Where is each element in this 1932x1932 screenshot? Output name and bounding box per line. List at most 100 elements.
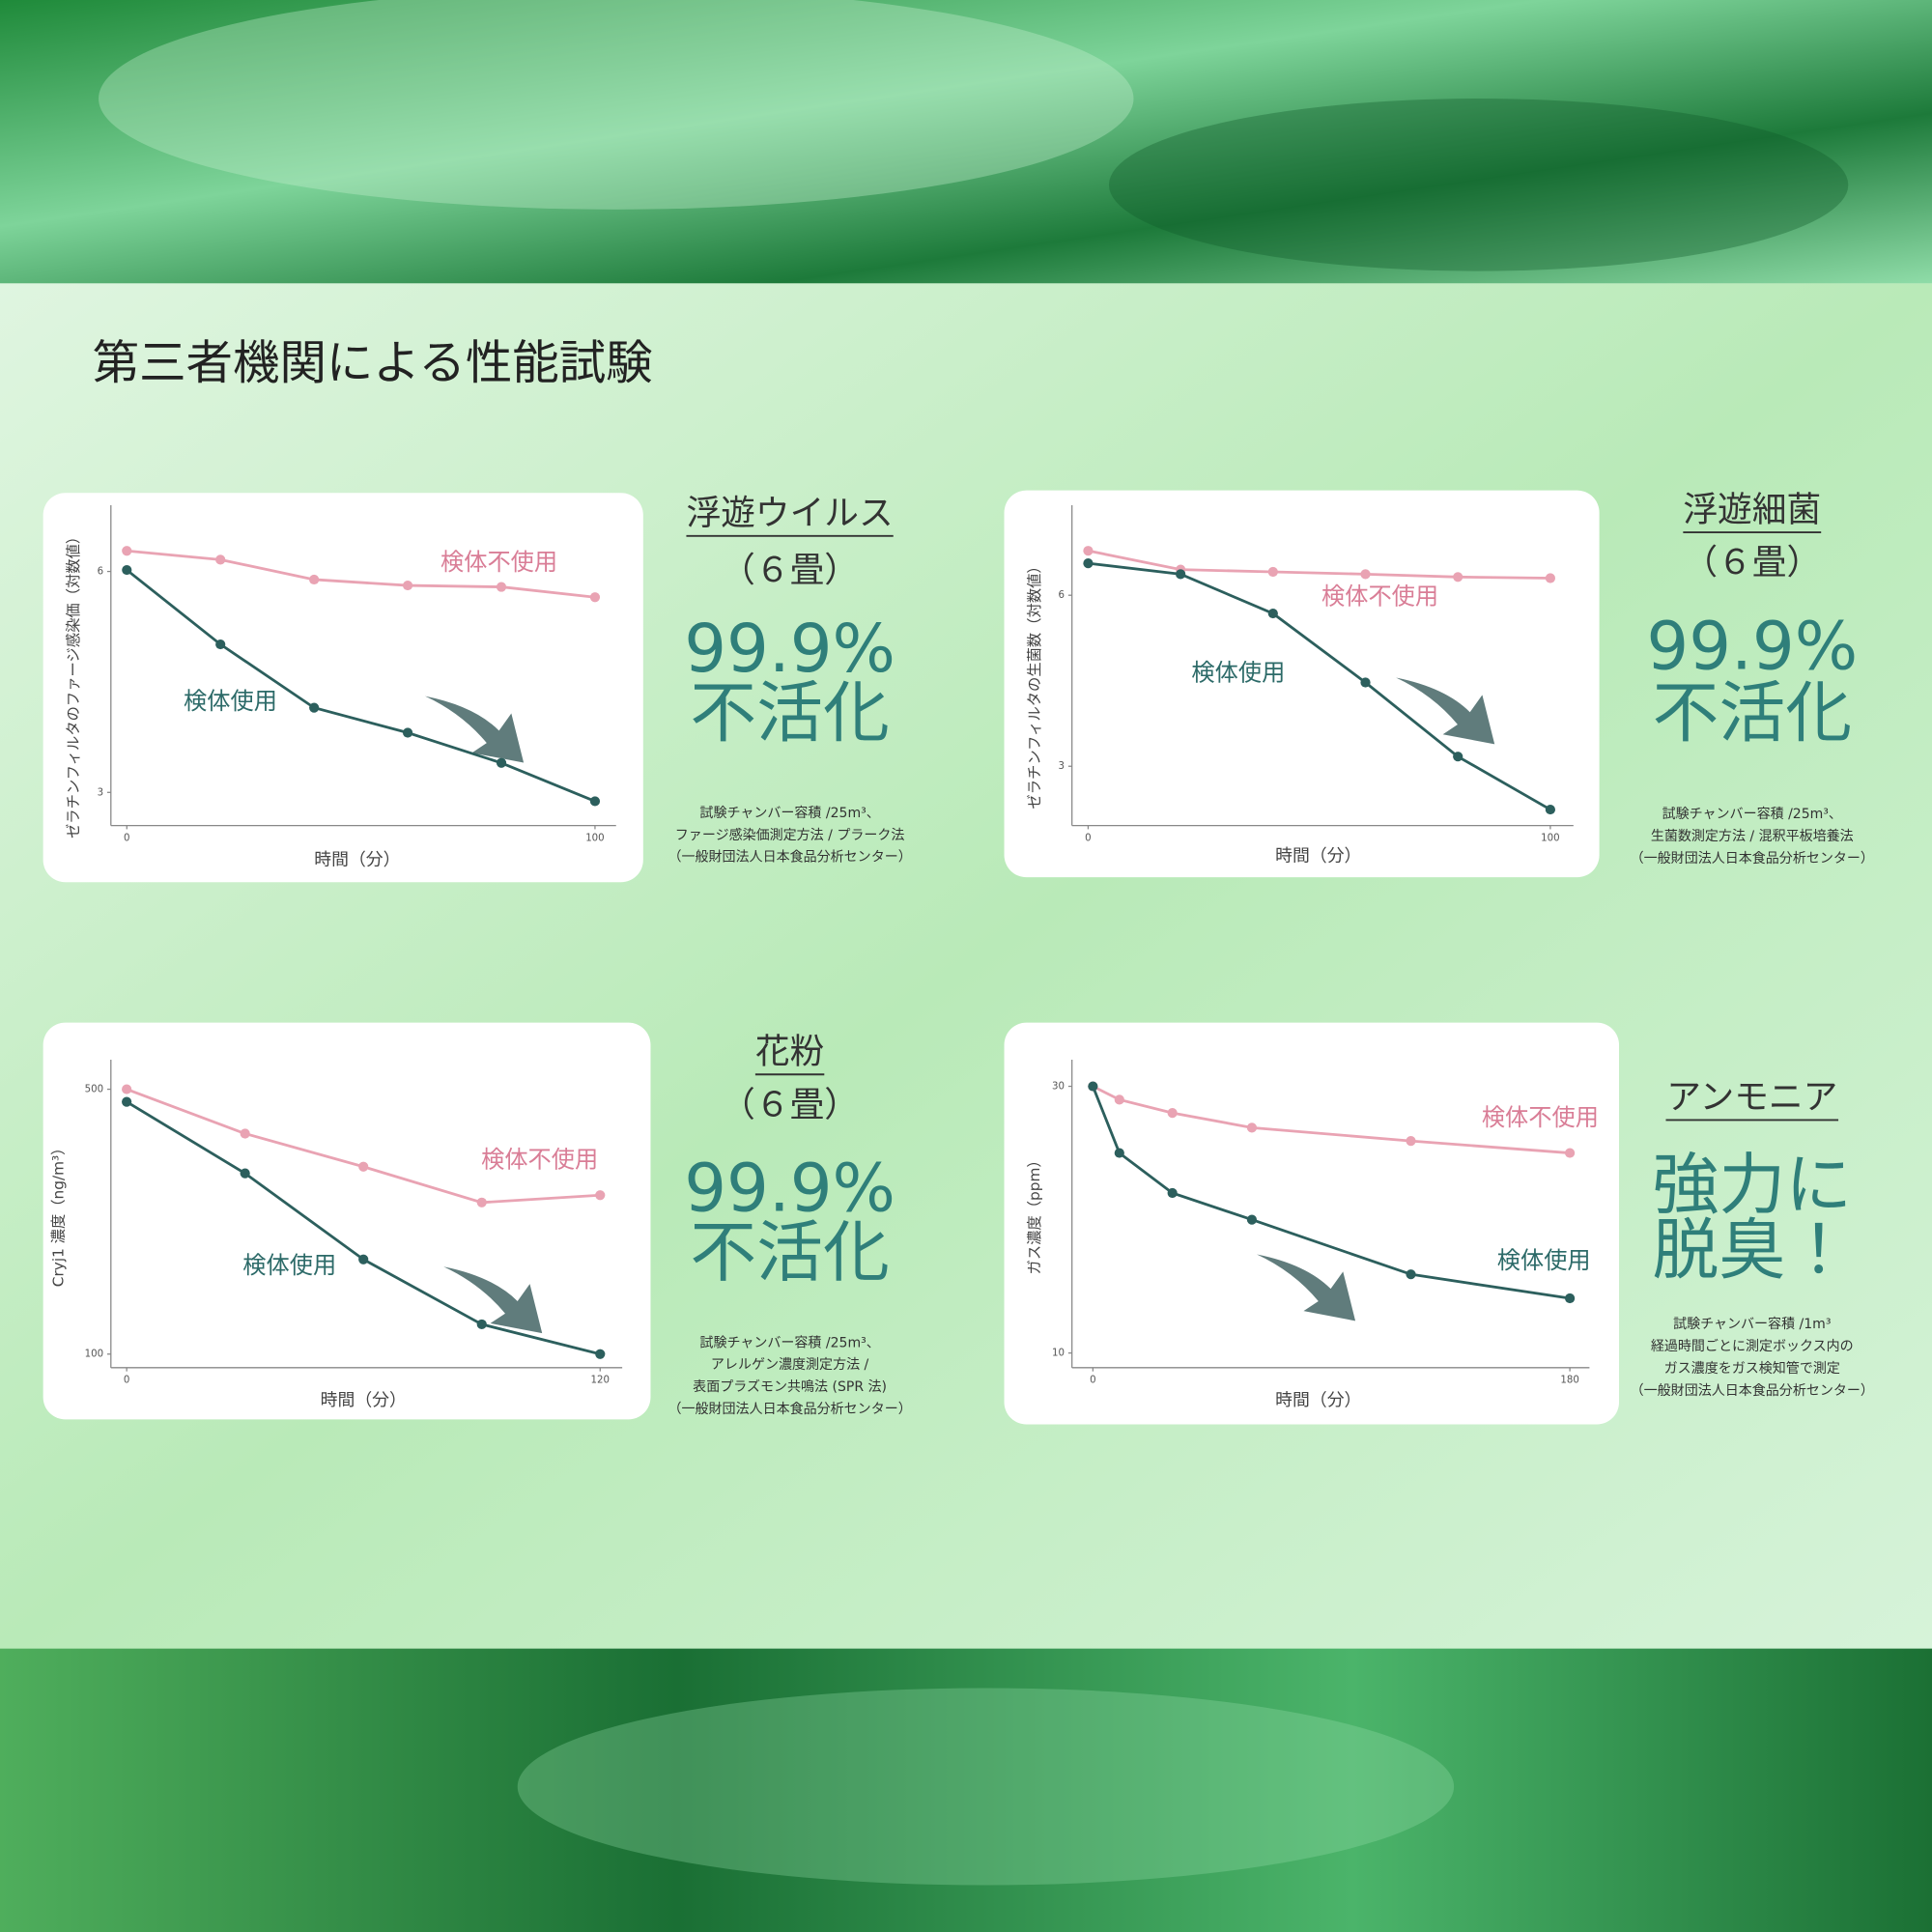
note: ガス濃度をガス検知管で測定 [1664, 1360, 1840, 1377]
y-tick-label: 10 [1052, 1349, 1065, 1359]
series-label: 検体不使用 [1321, 583, 1438, 611]
x-axis-label: 時間（分） [314, 849, 400, 869]
data-point [1453, 752, 1463, 762]
x-tick-label: 100 [585, 833, 604, 843]
note: ファージ感染価測定方法 / プラーク法 [675, 827, 905, 843]
series-label: 検体不使用 [481, 1147, 598, 1174]
data-point [358, 1254, 369, 1264]
trend-arrow [443, 1266, 543, 1334]
result-text: 強力に [1652, 1147, 1852, 1224]
chart-card [1004, 1022, 1620, 1425]
data-point [1246, 1122, 1258, 1133]
y-tick-label: 6 [1059, 590, 1065, 601]
result-text: 不活化 [1652, 674, 1852, 752]
y-tick-label: 6 [98, 567, 103, 578]
note: アレルゲン濃度測定方法 / [711, 1357, 869, 1373]
data-point [1167, 1187, 1178, 1199]
data-point [122, 1096, 132, 1107]
data-point [402, 580, 413, 591]
note: （一般財団法人日本食品分析センター） [1631, 1383, 1874, 1399]
x-tick-label: 100 [1541, 833, 1559, 843]
heading: アンモニア [1666, 1078, 1837, 1118]
subheading: （６畳） [721, 1085, 859, 1124]
data-point [476, 1197, 487, 1208]
trend-arrow [1257, 1254, 1356, 1321]
y-axis-label: ゼラチンフィルタの生菌数（対数値） [1026, 558, 1043, 809]
data-point [496, 582, 507, 592]
series-label: 検体不使用 [1482, 1104, 1599, 1131]
note: 試験チャンバー容積 /25m³、 [1662, 806, 1842, 822]
data-point [309, 702, 320, 713]
chart-card [43, 1022, 651, 1420]
texture [1108, 99, 1849, 271]
x-axis-label: 時間（分） [1275, 1390, 1361, 1410]
note: （一般財団法人日本食品分析センター） [668, 850, 911, 866]
y-axis-label: ゼラチンフィルタのファージ感染価（対数値） [65, 529, 82, 838]
data-point [589, 796, 601, 807]
trend-arrow [425, 696, 525, 763]
note: 試験チャンバー容積 /25m³、 [699, 805, 879, 821]
result-text: 不活化 [690, 674, 890, 752]
data-point [595, 1190, 606, 1201]
y-tick-label: 3 [1059, 761, 1065, 772]
data-point [1267, 566, 1278, 578]
data-point [1114, 1094, 1124, 1105]
data-point [122, 546, 132, 556]
texture [517, 1688, 1455, 1886]
data-point [358, 1161, 369, 1172]
note: （一般財団法人日本食品分析センター） [668, 1402, 911, 1417]
data-point [1453, 572, 1463, 582]
note: 経過時間ごとに測定ボックス内の [1651, 1339, 1854, 1354]
data-point [1545, 573, 1556, 583]
data-point [1360, 569, 1371, 580]
heading: 浮遊細菌 [1683, 490, 1821, 529]
data-point [240, 1168, 250, 1179]
data-point [215, 554, 226, 565]
note: 表面プラズモン共鳴法 (SPR 法) [693, 1379, 887, 1395]
subheading: （６畳） [1683, 543, 1821, 582]
data-point [1267, 608, 1278, 619]
x-tick-label: 0 [1085, 833, 1091, 843]
top-background [0, 0, 1932, 284]
y-tick-label: 30 [1052, 1082, 1065, 1093]
content-panel [0, 283, 1932, 1649]
chart-card [1004, 490, 1600, 878]
data-point [496, 757, 507, 768]
series-line [126, 568, 596, 803]
data-point [1246, 1214, 1258, 1225]
data-point [240, 1128, 250, 1139]
series-label: 検体使用 [184, 688, 277, 715]
data-point [215, 639, 226, 650]
chart-card [43, 493, 643, 883]
y-tick-label: 100 [85, 1350, 103, 1360]
data-point [1565, 1293, 1576, 1304]
note: 試験チャンバー容積 /25m³、 [699, 1334, 879, 1350]
data-point [1083, 558, 1094, 569]
data-point [1360, 677, 1371, 688]
data-point [1176, 569, 1186, 580]
data-point [589, 592, 601, 603]
data-point [595, 1349, 606, 1359]
data-point [1406, 1136, 1416, 1147]
y-tick-label: 3 [98, 787, 103, 798]
x-axis-label: 時間（分） [1275, 845, 1361, 866]
result-text: 99.9% [684, 611, 895, 688]
y-tick-label: 500 [85, 1085, 103, 1095]
data-point [1088, 1081, 1098, 1092]
data-point [1565, 1148, 1576, 1158]
data-point [122, 564, 132, 576]
heading: 浮遊ウイルス [686, 494, 893, 533]
data-point [1083, 546, 1094, 556]
data-point [309, 574, 320, 585]
data-point [402, 727, 413, 738]
result-text: 99.9% [684, 1151, 895, 1228]
note: （一般財団法人日本食品分析センター） [1631, 851, 1874, 867]
data-point [1114, 1148, 1124, 1158]
data-point [1167, 1108, 1178, 1119]
x-tick-label: 0 [1090, 1376, 1095, 1386]
result-text: 99.9% [1646, 609, 1858, 686]
x-tick-label: 120 [591, 1376, 610, 1386]
